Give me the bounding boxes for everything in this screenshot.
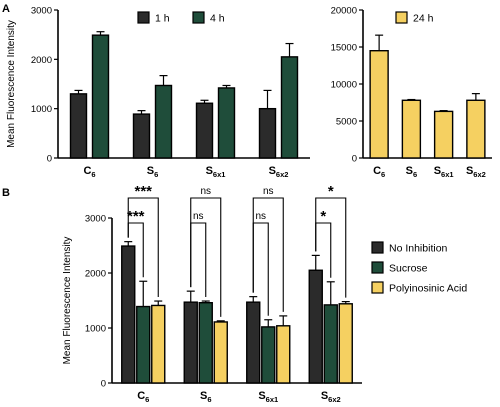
y-tick-label: 2000 bbox=[85, 269, 106, 280]
y-tick-label: 10000 bbox=[331, 80, 357, 91]
bar bbox=[69, 93, 88, 159]
bar bbox=[369, 50, 389, 159]
significance-bracket bbox=[127, 197, 159, 298]
bar bbox=[217, 87, 236, 159]
bar bbox=[198, 302, 213, 384]
bar bbox=[258, 107, 277, 159]
bar bbox=[338, 303, 353, 384]
legend-label: Polyinosinic Acid bbox=[389, 283, 467, 295]
y-tick-label: 3000 bbox=[85, 214, 106, 225]
bar bbox=[401, 99, 422, 159]
y-tick-label: 3000 bbox=[31, 6, 52, 17]
category-label: C6 bbox=[373, 165, 385, 179]
significance-bracket bbox=[190, 222, 207, 298]
category-label: S6 bbox=[147, 165, 159, 179]
legend-swatch bbox=[371, 281, 384, 294]
y-tick-label: 0 bbox=[47, 154, 52, 165]
category-label: S6x2 bbox=[466, 165, 486, 179]
bar bbox=[154, 84, 173, 159]
significance-label: ns bbox=[200, 186, 211, 197]
significance-bracket bbox=[252, 222, 269, 316]
significance-label: *** bbox=[127, 208, 145, 225]
significance-label: * bbox=[320, 208, 326, 225]
y-tick-label: 1000 bbox=[85, 324, 106, 335]
bar bbox=[213, 321, 228, 384]
panel-label-b: B bbox=[2, 187, 10, 199]
y-tick-label: 0 bbox=[352, 154, 357, 165]
category-label: S6x1 bbox=[206, 165, 226, 179]
bar bbox=[183, 301, 198, 384]
y-tick-label: 15000 bbox=[331, 43, 357, 54]
chart-a-left: 0 1000 2000 3000 Mean Fluorescence Intensity… bbox=[6, 6, 310, 179]
legend-label: No Inhibition bbox=[389, 243, 448, 255]
category-label: S6x2 bbox=[269, 165, 289, 179]
legend-swatch bbox=[137, 11, 150, 24]
legend-swatch bbox=[371, 261, 384, 274]
category-label: S6 bbox=[200, 390, 212, 404]
significance-label: *** bbox=[134, 183, 152, 200]
category-label: S6x1 bbox=[434, 165, 454, 179]
legend-swatch bbox=[192, 11, 205, 24]
significance-label: ns bbox=[255, 211, 266, 222]
bar bbox=[246, 301, 261, 384]
y-tick-label: 1000 bbox=[31, 104, 52, 115]
chart-a-right: 0 5000 10000 15000 20000 C6 S6 S6x1 S6x2 24 h bbox=[331, 6, 492, 179]
category-label: C6 bbox=[83, 165, 95, 179]
bar bbox=[280, 56, 299, 159]
category-label: S6x1 bbox=[258, 390, 278, 404]
chart-b: 0 1000 2000 3000 Mean Fluorescence Intensity… bbox=[62, 183, 467, 404]
significance-label: * bbox=[328, 183, 334, 200]
legend-label: 4 h bbox=[210, 13, 225, 25]
bar bbox=[91, 34, 110, 159]
bar bbox=[151, 304, 166, 384]
y-tick-label: 20000 bbox=[331, 6, 357, 17]
legend-swatch bbox=[395, 11, 408, 24]
bar bbox=[466, 99, 486, 159]
significance-bracket bbox=[315, 222, 332, 278]
bar bbox=[323, 304, 338, 384]
category-label: C6 bbox=[137, 390, 149, 404]
bar bbox=[308, 269, 323, 384]
bar bbox=[261, 326, 276, 384]
category-label: S6 bbox=[406, 165, 418, 179]
legend-label: 24 h bbox=[413, 13, 434, 25]
bar bbox=[136, 305, 151, 384]
legend-swatch bbox=[371, 241, 384, 254]
y-tick-label: 5000 bbox=[336, 117, 357, 128]
bar bbox=[433, 110, 454, 159]
bar bbox=[276, 325, 291, 384]
bar bbox=[132, 113, 151, 159]
y-axis-label: Mean Fluorescence Intensity bbox=[62, 237, 73, 365]
bar bbox=[195, 102, 214, 159]
significance-label: ns bbox=[193, 211, 204, 222]
legend-label: 1 h bbox=[155, 13, 170, 25]
y-tick-label: 0 bbox=[101, 379, 106, 390]
y-tick-label: 2000 bbox=[31, 55, 52, 66]
y-axis-label: Mean Fluorescence Intensity bbox=[6, 20, 17, 148]
significance-label: ns bbox=[263, 186, 274, 197]
legend-label: Sucrose bbox=[389, 263, 428, 275]
bar bbox=[121, 245, 136, 384]
category-label: S6x2 bbox=[321, 390, 341, 404]
panel-label-a: A bbox=[2, 3, 10, 15]
significance-bracket bbox=[127, 222, 144, 278]
